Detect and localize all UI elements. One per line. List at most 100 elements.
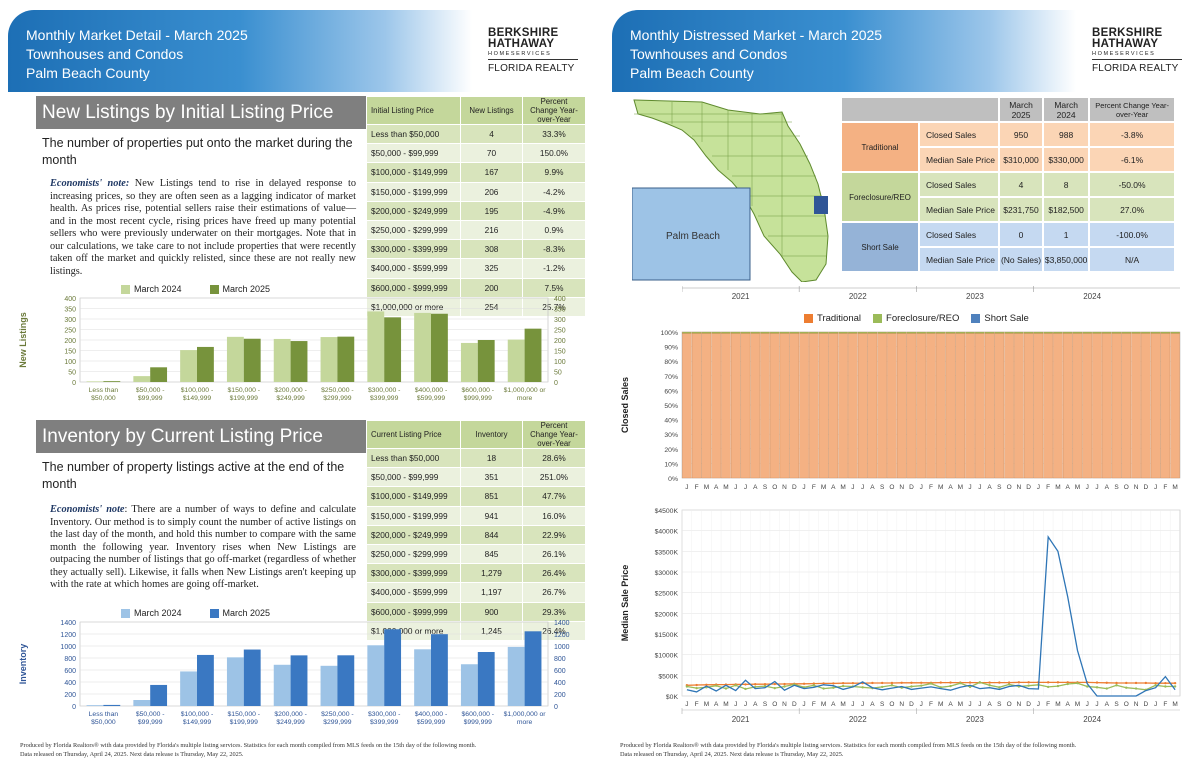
x-tick-label: $299,999 (323, 395, 352, 402)
y-axis-label: New Listings (18, 312, 28, 368)
y-tick-label-right: 300 (554, 317, 566, 324)
table-cell: $100,000 - $149,999 (366, 486, 461, 507)
x-tick-label: A (831, 484, 836, 491)
distressed-table: March 2025 March 2024 Percent Change Year-… (840, 96, 1176, 273)
x-tick-label: J (851, 701, 854, 708)
data-point (929, 682, 933, 685)
y-tick-label: 60% (664, 388, 678, 395)
bar (431, 313, 448, 382)
x-tick-label: M (1055, 701, 1060, 708)
table-cell: 1,197 (460, 582, 523, 603)
x-tick-label: A (948, 701, 953, 708)
table-cell: -50.0% (1088, 171, 1176, 198)
data-point (695, 686, 698, 690)
x-tick-label: A (714, 484, 719, 491)
data-point (1095, 681, 1099, 684)
table-cell: 844 (460, 524, 523, 545)
x-tick-label: N (899, 484, 904, 491)
x-tick-label: N (782, 701, 787, 708)
bar (133, 376, 151, 382)
x-tick-label: $400,000 - (415, 711, 448, 718)
stacked-bar (682, 333, 692, 479)
x-tick-label: D (1026, 484, 1031, 491)
y-tick-label-right: 400 (554, 680, 566, 687)
chart-legend: March 2024 March 2025 (121, 284, 270, 294)
table-cell: 308 (460, 239, 523, 260)
data-point (920, 684, 923, 687)
table-cell: $50,000 - $99,999 (366, 467, 461, 488)
x-tick-label: $99,999 (138, 719, 163, 726)
x-tick-label: M (840, 701, 845, 708)
y-tick-label-right: 800 (554, 656, 566, 663)
x-tick-label: M (958, 484, 963, 491)
florida-county-map: Palm Beach (632, 99, 829, 282)
x-tick-label: O (1124, 484, 1129, 491)
x-tick-label: M (958, 701, 963, 708)
bar (197, 346, 214, 382)
median-price-chart: Median Sale Price $0K $500K $1000K $1500K $20… (620, 508, 1181, 724)
x-tick-label: J (802, 484, 805, 491)
x-tick-label: $149,999 (183, 719, 212, 726)
x-tick-label: N (1134, 701, 1139, 708)
x-tick-label: A (870, 701, 875, 708)
x-tick-label: $250,000 - (321, 387, 354, 394)
x-tick-label: D (909, 701, 914, 708)
x-tick-label: $600,000 - (462, 711, 495, 718)
x-tick-label: J (685, 484, 688, 491)
x-tick-label: M (1075, 701, 1080, 708)
table-cell: $50,000 - $99,999 (366, 143, 461, 164)
stacked-bar (848, 333, 858, 479)
data-point (1105, 687, 1108, 690)
table-row: $300,000 - $399,999 1,279 26.4% (366, 563, 586, 584)
table-cell: 845 (460, 543, 523, 565)
data-point (812, 684, 816, 687)
table-cell: Closed Sales (918, 171, 1000, 198)
stacked-bar (789, 333, 800, 479)
stacked-bar (926, 333, 936, 479)
stacked-bar (896, 331, 907, 334)
y-tick-label: $2500K (655, 591, 679, 598)
table-cell: $400,000 - $599,999 (366, 582, 461, 603)
bar (226, 336, 244, 382)
stacked-bar (691, 333, 702, 479)
table-row: $1,000,000 or more 254 25.7% (366, 296, 586, 317)
table-cell: -1.2% (522, 258, 586, 279)
bar (367, 311, 385, 382)
y-tick-label: 40% (664, 418, 678, 425)
bar (273, 338, 291, 382)
y-tick-label: 80% (664, 359, 678, 366)
y-tick-label: 350 (64, 307, 76, 314)
table-cell: $182,500 (1042, 196, 1091, 223)
stacked-bar (955, 333, 966, 479)
stacked-bar (955, 331, 966, 334)
data-point (1017, 681, 1021, 684)
stacked-bar (848, 331, 858, 334)
data-point (959, 681, 962, 685)
new-listings-section-header: New Listings by Initial Listing Price Th… (36, 96, 366, 173)
y-tick-label: $4500K (655, 508, 679, 515)
x-tick-label: $249,999 (276, 395, 305, 402)
table-cell: $100,000 - $149,999 (366, 162, 461, 183)
plot-frame (681, 509, 1181, 697)
data-point (773, 686, 776, 690)
data-point (939, 681, 942, 684)
x-tick-label: $399,999 (370, 719, 399, 726)
stacked-bar (1014, 333, 1024, 479)
x-tick-label: $199,999 (230, 395, 259, 402)
stacked-bar (682, 331, 692, 334)
stacked-bar (965, 331, 975, 334)
x-tick-label: F (929, 484, 933, 491)
table-cell: 9.9% (522, 162, 586, 183)
stacked-bar (1131, 333, 1141, 479)
data-point (1115, 684, 1118, 687)
y-tick-label-right: 1200 (554, 632, 570, 639)
data-point (1086, 685, 1089, 688)
data-point (1125, 686, 1128, 689)
x-tick-label: J (1095, 484, 1098, 491)
x-tick-label: $999,999 (464, 719, 493, 726)
x-tick-label: F (1163, 701, 1167, 708)
x-tick-label: J (968, 484, 971, 491)
stacked-bar (1053, 333, 1063, 479)
stacked-bar (1150, 333, 1161, 479)
x-tick-label: $1,000,000 or (504, 711, 547, 718)
